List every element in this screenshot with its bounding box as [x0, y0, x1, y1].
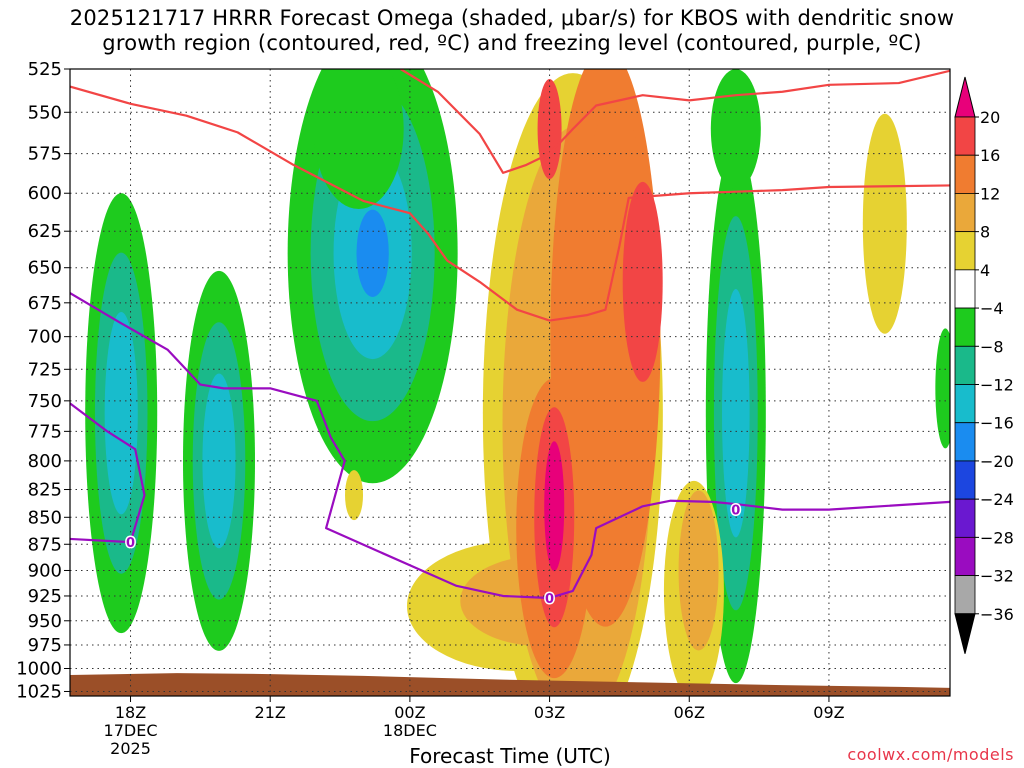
chart-title-line-2: growth region (contoured, red, ºC) and f…	[102, 31, 922, 55]
colorbar-swatch	[954, 422, 976, 462]
y-tick-label: 725	[28, 359, 62, 380]
colorbar-swatch	[954, 575, 976, 615]
y-tick-label: 800	[28, 451, 62, 472]
y-tick-label: 625	[28, 221, 62, 242]
freezing-level-label: 0	[731, 504, 740, 519]
y-tick-label: 775	[28, 421, 62, 442]
colorbar-swatch	[954, 460, 976, 500]
y-tick-label: 950	[28, 611, 62, 632]
x-tick-sublabel: 18DEC	[383, 721, 437, 740]
chart-title: 2025121717 HRRR Forecast Omega (shaded, …	[0, 6, 1024, 56]
y-tick-label: 750	[28, 391, 62, 412]
colorbar-label: −32	[980, 567, 1014, 586]
colorbar-swatch	[954, 307, 976, 347]
colorbar-label: −12	[980, 376, 1014, 395]
contour-layer: 0 0 0	[70, 69, 950, 608]
contour-1-seg-0	[70, 85, 950, 322]
y-tick-label: 550	[28, 102, 62, 123]
descent-cell-0000z-level-3	[356, 209, 389, 297]
colorbar-label: 20	[980, 108, 1000, 127]
y-tick-label: 700	[28, 327, 62, 348]
grid-layer	[70, 69, 950, 696]
y-tick-label: 850	[28, 507, 62, 528]
colorbar-swatch	[954, 193, 976, 233]
x-tick-label: 00Z	[394, 703, 425, 722]
omega-shading	[85, 69, 950, 696]
colorbar-label: 16	[980, 146, 1000, 165]
y-tick-label: 525	[28, 59, 62, 80]
y-tick-label: 925	[28, 586, 62, 607]
colorbar-swatch	[954, 498, 976, 538]
x-tick-label: 18Z	[115, 703, 146, 722]
colorbar-swatch	[954, 536, 976, 576]
colorbar-label: −4	[980, 299, 1004, 318]
colorbar-label: −16	[980, 414, 1014, 433]
colorbar-swatch	[954, 269, 976, 309]
descent-cell-upper-level-0	[313, 69, 404, 210]
colorbar-swatch	[954, 116, 976, 156]
y-axis: 525 550 575 600 625 650 675 700 725 750 775 800 825 8…	[16, 59, 70, 702]
y-tick-label: 975	[28, 635, 62, 656]
colorbar-label: −24	[980, 490, 1014, 509]
ascent-region-13	[544, 441, 565, 572]
contour-2-seg-0	[400, 69, 950, 174]
y-tick-label: 1025	[16, 681, 62, 702]
colorbar-label: 8	[980, 223, 990, 242]
y-tick-label: 600	[28, 183, 62, 204]
credit-link[interactable]: coolwx.com/models	[847, 745, 1014, 764]
y-tick-label: 900	[28, 560, 62, 581]
contour-0-seg-0	[70, 402, 146, 544]
x-tick-label: 09Z	[813, 703, 844, 722]
y-tick-label: 675	[28, 293, 62, 314]
y-tick-label: 650	[28, 258, 62, 279]
colorbar-label: 12	[980, 184, 1000, 203]
ascent-region-3	[862, 113, 907, 334]
y-tick-label: 1000	[16, 658, 62, 679]
freezing-level-label: 0	[545, 592, 554, 607]
descent-cell-0700z-upper-level-0	[710, 69, 761, 190]
colorbar-label: −8	[980, 337, 1004, 356]
colorbar-swatch	[954, 231, 976, 271]
x-axis-title: Forecast Time (UTC)	[409, 744, 611, 768]
y-tick-label: 825	[28, 480, 62, 501]
plot-area: 0 0 0	[70, 69, 950, 696]
plot-frame	[69, 68, 951, 697]
ascent-region-11	[622, 181, 663, 382]
terrain-layer	[70, 673, 950, 696]
x-tick-sublabel: 17DEC	[104, 721, 158, 740]
colorbar: 20 16 12 8 4 −4 −8 −12 −16 −20 −24 −28 −32 −36	[954, 76, 1014, 654]
colorbar-swatch	[954, 154, 976, 194]
descent-cell-1800z-level-2	[104, 311, 138, 515]
ascent-region-12	[537, 79, 562, 180]
colorbar-label: 4	[980, 261, 990, 280]
freezing-level-label: 0	[126, 536, 135, 551]
x-tick-year-label: 2025	[110, 739, 151, 758]
colorbar-label: −28	[980, 528, 1014, 547]
descent-cell-edge-level-0	[935, 328, 950, 449]
y-tick-label: 575	[28, 144, 62, 165]
ascent-region-7	[678, 490, 719, 651]
descent-cell-0700z-level-2	[722, 288, 750, 538]
colorbar-swatch	[954, 345, 976, 385]
ascent-region-14	[345, 470, 364, 521]
terrain-surface	[70, 673, 950, 696]
chart-title-line-1: 2025121717 HRRR Forecast Omega (shaded, …	[69, 6, 955, 30]
colorbar-bottom-arrow	[954, 613, 976, 654]
colorbar-top-arrow	[954, 76, 976, 118]
colorbar-label: −36	[980, 605, 1014, 624]
y-tick-label: 875	[28, 534, 62, 555]
contour-0-seg-1	[70, 292, 950, 600]
x-tick-label: 21Z	[255, 703, 286, 722]
x-tick-label: 06Z	[674, 703, 705, 722]
colorbar-swatch	[954, 384, 976, 424]
colorbar-label: −20	[980, 452, 1014, 471]
x-tick-label: 03Z	[534, 703, 565, 722]
